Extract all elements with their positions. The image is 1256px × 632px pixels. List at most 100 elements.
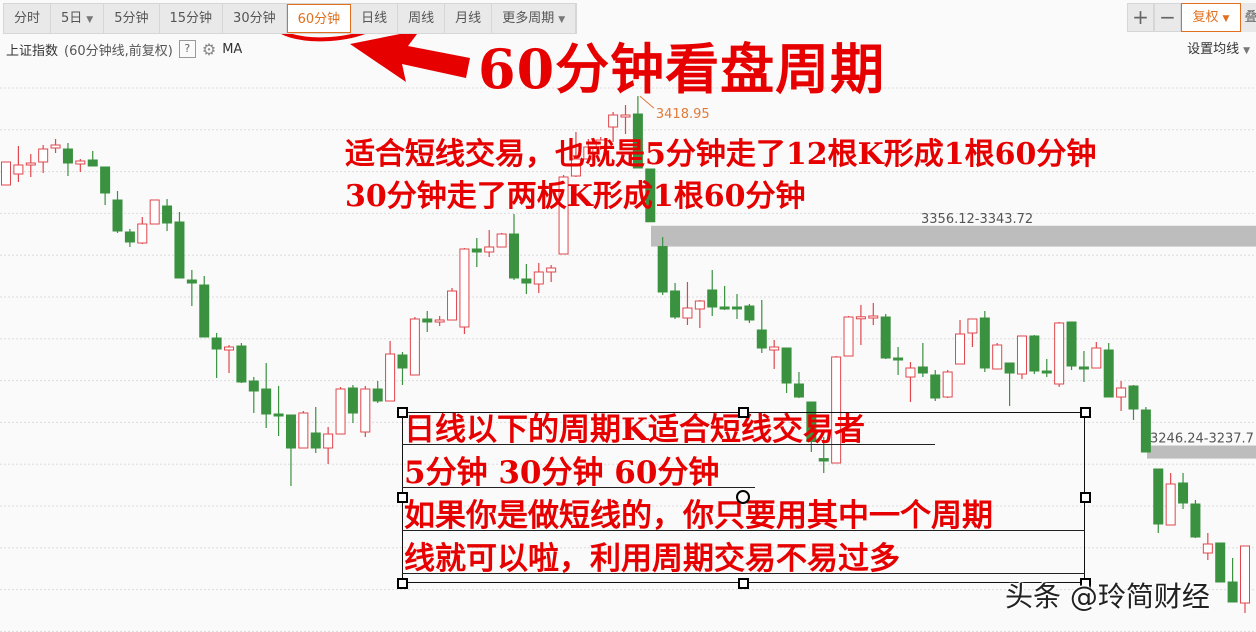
gap-bands (651, 225, 1256, 459)
period-tabs: 分时 5日 ▼ 5分钟 15分钟 30分钟 60分钟 日线 周线 月线 更多周期 ▼ (3, 3, 578, 34)
candle-body (186, 279, 197, 284)
candle (533, 263, 544, 293)
candle (707, 270, 718, 316)
tab-8[interactable]: 月线 (445, 4, 493, 33)
tab-2[interactable]: 5分钟 (104, 4, 160, 33)
resize-handle[interactable] (397, 578, 408, 589)
candle-body (1103, 349, 1114, 398)
chart-info-bar: 上证指数 (60分钟线,前复权) ? ⚙ MA (6, 38, 242, 60)
candle-body (905, 367, 916, 378)
candle-body (682, 307, 693, 319)
candle-body (1, 161, 11, 186)
tab-9[interactable]: 更多周期 ▼ (492, 4, 577, 33)
tab-label: 更多周期 (502, 11, 555, 26)
underline (402, 444, 935, 445)
candle-body (880, 316, 891, 359)
gear-icon[interactable]: ⚙ (201, 39, 217, 59)
candle-body (793, 383, 804, 398)
candle (409, 317, 420, 376)
candle (632, 96, 643, 169)
resize-handle[interactable] (738, 407, 749, 418)
tab-6[interactable]: 日线 (351, 4, 399, 33)
candle (1178, 473, 1189, 509)
caret-down-icon: ▼ (86, 15, 94, 25)
candle-body (930, 374, 941, 399)
candle-body (917, 366, 928, 374)
candle (942, 370, 953, 398)
candle (744, 304, 755, 323)
candle (62, 143, 73, 176)
resize-handle[interactable] (1080, 407, 1091, 418)
candle-body (434, 319, 445, 323)
candle-body (372, 388, 383, 402)
candle-body (831, 356, 842, 464)
candle (1004, 362, 1015, 406)
tab-4[interactable]: 30分钟 (223, 4, 287, 33)
resize-handle[interactable] (397, 492, 408, 503)
move-handle-icon[interactable] (736, 490, 750, 504)
candle (248, 377, 259, 413)
tab-5[interactable]: 60分钟 (286, 4, 352, 33)
arrow-icon (350, 30, 470, 82)
resize-handle[interactable] (1080, 492, 1091, 503)
high-pointer (639, 95, 655, 109)
candle-body (657, 246, 668, 293)
candle-body (224, 346, 235, 351)
candle-body (707, 289, 718, 308)
candle (310, 407, 321, 453)
candle (508, 214, 519, 280)
candle-body (781, 347, 792, 384)
caret-down-icon: ▼ (558, 15, 566, 25)
ma-indicator[interactable]: MA (222, 41, 243, 57)
candle (657, 237, 668, 295)
candle-body (38, 148, 49, 163)
candle-body (955, 333, 966, 365)
tab-1[interactable]: 5日 ▼ (51, 4, 105, 33)
candle-body (608, 114, 619, 128)
candle-body (471, 248, 482, 253)
candle (1153, 468, 1164, 533)
zoom-out-button[interactable]: − (1154, 3, 1181, 32)
tab-label: 月线 (455, 11, 482, 26)
candle (323, 427, 334, 464)
adjust-dropdown[interactable]: 复权 ▼ (1181, 3, 1241, 32)
help-icon[interactable]: ? (178, 40, 196, 58)
gap-band (1147, 445, 1256, 459)
gridlines (0, 87, 1256, 632)
resize-handle[interactable] (1080, 578, 1091, 589)
candle-body (484, 246, 495, 253)
candle-body (199, 284, 210, 338)
zoom-in-button[interactable]: + (1127, 3, 1154, 32)
candle (1240, 545, 1250, 613)
tab-7[interactable]: 周线 (398, 4, 446, 33)
box-text-line-1: 日线以下的周期K适合短线交易者 (404, 412, 865, 448)
chart-subtitle: (60分钟线,前复权) (64, 43, 173, 59)
candle (25, 154, 36, 177)
candle-body (62, 148, 73, 164)
set-ma-dropdown[interactable]: 设置均线 ▼ (1187, 38, 1250, 57)
adjust-label: 复权 (1192, 10, 1219, 25)
candle (447, 288, 458, 321)
price-labels: 3356.12-3343.72 3246.24-3237.7 3418.95 (639, 95, 1254, 447)
tab-label: 5分钟 (114, 11, 149, 26)
tab-3[interactable]: 15分钟 (160, 4, 224, 33)
candle (162, 199, 173, 231)
candles (1, 96, 1250, 613)
resize-handle[interactable] (738, 578, 749, 589)
resize-handle[interactable] (397, 407, 408, 418)
overlay-button[interactable]: 叠 (1241, 3, 1256, 32)
tab-0[interactable]: 分时 (4, 4, 52, 33)
candle (211, 333, 222, 378)
candle (781, 347, 792, 393)
candle-body (1054, 322, 1065, 385)
candle-body (137, 223, 148, 244)
candle (1215, 542, 1226, 583)
candle (719, 286, 730, 310)
candle (818, 437, 829, 473)
candle-body (347, 387, 358, 414)
candle-body (670, 290, 681, 318)
tab-label: 5日 (61, 11, 83, 26)
candle-body (645, 168, 656, 223)
candle-body (285, 414, 296, 449)
